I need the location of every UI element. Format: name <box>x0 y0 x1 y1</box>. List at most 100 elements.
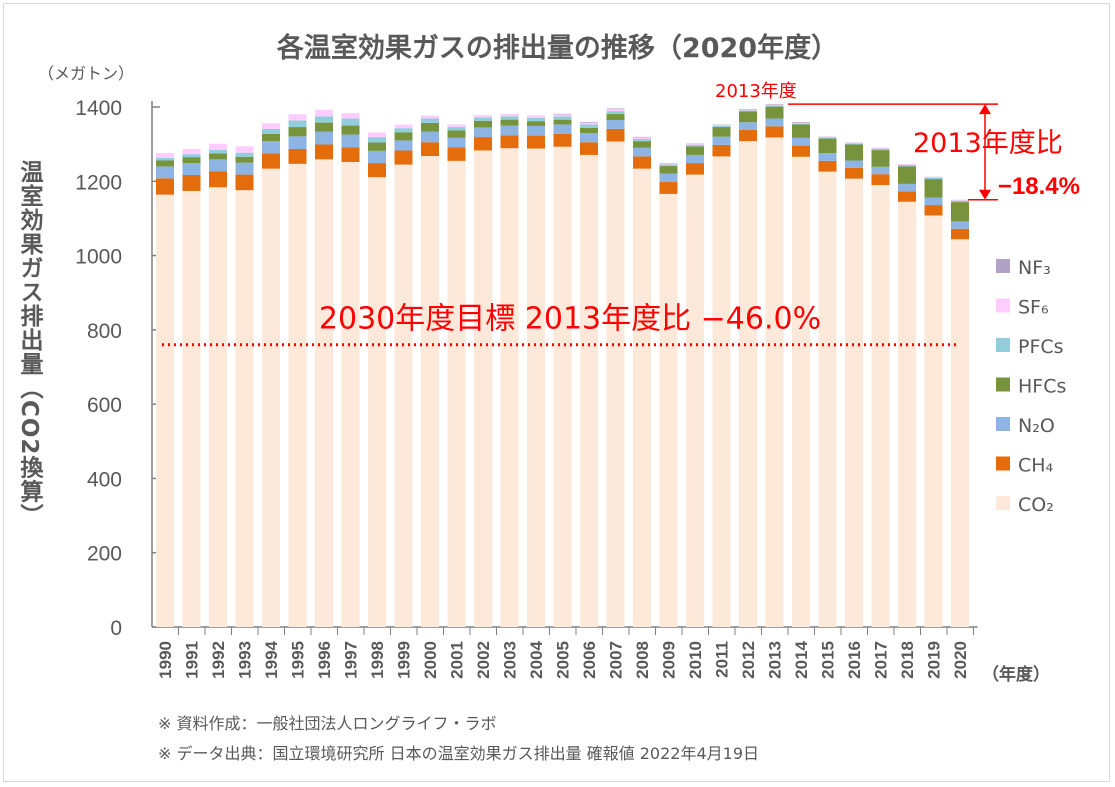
bar-segment-HFCs <box>182 157 201 164</box>
y-tick-label: 400 <box>87 468 122 491</box>
x-tick-label: 2005 <box>554 641 573 679</box>
bar-segment-CO₂ <box>951 239 969 627</box>
legend-label: HFCs <box>1018 376 1066 398</box>
bar-segment-HFCs <box>288 127 307 137</box>
bar-segment-HFCs <box>712 127 731 137</box>
bar-segment-CO₂ <box>553 146 572 627</box>
bar-segment-PFCs <box>341 118 360 126</box>
ref-year-label: 2013年度 <box>715 81 797 102</box>
bar-segment-HFCs <box>500 119 519 126</box>
bar-segment-CO₂ <box>447 160 466 627</box>
bar-segment-PFCs <box>315 116 333 123</box>
bar-segment-PFCs <box>262 128 280 134</box>
bar-segment-CH₄ <box>924 205 943 216</box>
bar-segment-CH₄ <box>156 178 174 195</box>
bar-segment-SF₆ <box>262 123 280 129</box>
bar-segment-PFCs <box>421 118 439 123</box>
bar-segment-PFCs <box>924 177 943 180</box>
bar-segment-N₂O <box>156 166 174 179</box>
source-note-2: ※ データ出典：国立環境研究所 日本の温室効果ガス排出量 確報値 2022年4月… <box>158 744 760 763</box>
x-tick-label: 2001 <box>448 641 467 679</box>
x-tick-label: 1992 <box>209 641 228 679</box>
bar-segment-SF₆ <box>500 114 519 117</box>
bar-segment-CO₂ <box>633 168 651 627</box>
bar-segment-HFCs <box>421 122 439 132</box>
bar-segment-CH₄ <box>712 144 731 157</box>
bar-segment-HFCs <box>262 133 280 142</box>
y-tick-label: 800 <box>87 320 122 343</box>
bar-segment-CH₄ <box>447 147 466 161</box>
bar-segment-N₂O <box>474 127 492 138</box>
bar-segment-N₂O <box>659 173 678 183</box>
legend-label: CH₄ <box>1018 455 1054 477</box>
x-tick-label: 1999 <box>395 641 414 679</box>
bar-segment-CO₂ <box>156 194 174 627</box>
bar-segment-HFCs <box>527 121 545 126</box>
bar-segment-CH₄ <box>315 144 333 160</box>
bar-segment-PFCs <box>182 154 201 158</box>
bar-segment-N₂O <box>898 183 916 192</box>
x-tick-label: 2019 <box>925 641 944 679</box>
legend-swatch <box>996 417 1010 431</box>
bar-segment-SF₆ <box>368 132 386 138</box>
bar-segment-SF₆ <box>288 114 307 121</box>
bar-segment-CH₄ <box>368 163 386 178</box>
bar-segment-SF₆ <box>447 124 466 128</box>
bar-segment-CO₂ <box>659 193 678 627</box>
bar-segment-HFCs <box>606 114 625 120</box>
bar-segment-SF₆ <box>421 115 439 119</box>
bar-segment-CO₂ <box>341 161 360 627</box>
bar-segment-CH₄ <box>739 130 757 142</box>
bar-segment-SF₆ <box>315 109 333 117</box>
bar-segment-N₂O <box>235 162 254 175</box>
bar-segment-CH₄ <box>235 174 254 191</box>
bar-segment-CO₂ <box>315 159 333 627</box>
reduction-label: 2013年度比 <box>913 128 1063 159</box>
y-axis-title: 温室効果ガス排出量（CO2換算） <box>16 160 42 528</box>
bar-segment-CO₂ <box>686 174 704 627</box>
bar-segment-PFCs <box>606 111 625 115</box>
legend-swatch <box>996 496 1010 510</box>
bar-segment-CO₂ <box>474 150 492 627</box>
bar-segment-N₂O <box>500 125 519 136</box>
bar-segment-CO₂ <box>262 168 280 627</box>
bar-segment-SF₆ <box>235 146 254 153</box>
bar-segment-CO₂ <box>182 190 201 627</box>
bar-segment-PFCs <box>368 137 386 143</box>
bar-segment-CO₂ <box>845 178 863 627</box>
bar-segment-N₂O <box>712 136 731 145</box>
bar-segment-SF₆ <box>156 153 174 158</box>
bar-segment-PFCs <box>553 116 572 120</box>
bar-segment-N₂O <box>792 137 810 146</box>
x-tick-label: 2010 <box>686 641 705 679</box>
y-tick-label: 200 <box>87 543 122 566</box>
bar-segment-CH₄ <box>394 150 413 165</box>
bar-segment-HFCs <box>765 106 784 119</box>
bar-segment-PFCs <box>500 116 519 120</box>
legend-swatch <box>996 298 1010 313</box>
bar-segment-CH₄ <box>606 128 625 142</box>
bar-segment-HFCs <box>341 125 360 135</box>
bar-segment-SF₆ <box>924 176 943 178</box>
bar-segment-HFCs <box>845 144 863 161</box>
target-label: 2030年度目標 2013年度比 −46.0% <box>319 302 821 337</box>
bar-segment-CH₄ <box>262 153 280 169</box>
bar-segment-CH₄ <box>553 133 572 147</box>
chart-title: 各温室効果ガスの排出量の推移（2020年度） <box>276 33 839 64</box>
bar-segment-SF₆ <box>898 164 916 165</box>
x-axis-unit: （年度） <box>982 665 1050 685</box>
bar-segment-SF₆ <box>553 114 572 117</box>
x-tick-label: 1996 <box>315 641 334 679</box>
bar-segment-CO₂ <box>368 177 386 627</box>
bar-segment-CO₂ <box>606 141 625 628</box>
bar-segment-NF₃ <box>712 124 731 126</box>
bar-segment-CH₄ <box>951 228 969 240</box>
bar-segment-N₂O <box>686 154 704 164</box>
bar-segment-N₂O <box>606 120 625 129</box>
bar-segment-CO₂ <box>288 163 307 628</box>
x-tick-label: 2012 <box>739 641 758 679</box>
bar-segment-NF₃ <box>792 122 810 123</box>
source-note-1: ※ 資料作成：一般社団法人ロングライフ・ラボ <box>158 714 497 733</box>
bar-segment-HFCs <box>447 130 466 138</box>
x-tick-label: 2009 <box>660 641 679 679</box>
